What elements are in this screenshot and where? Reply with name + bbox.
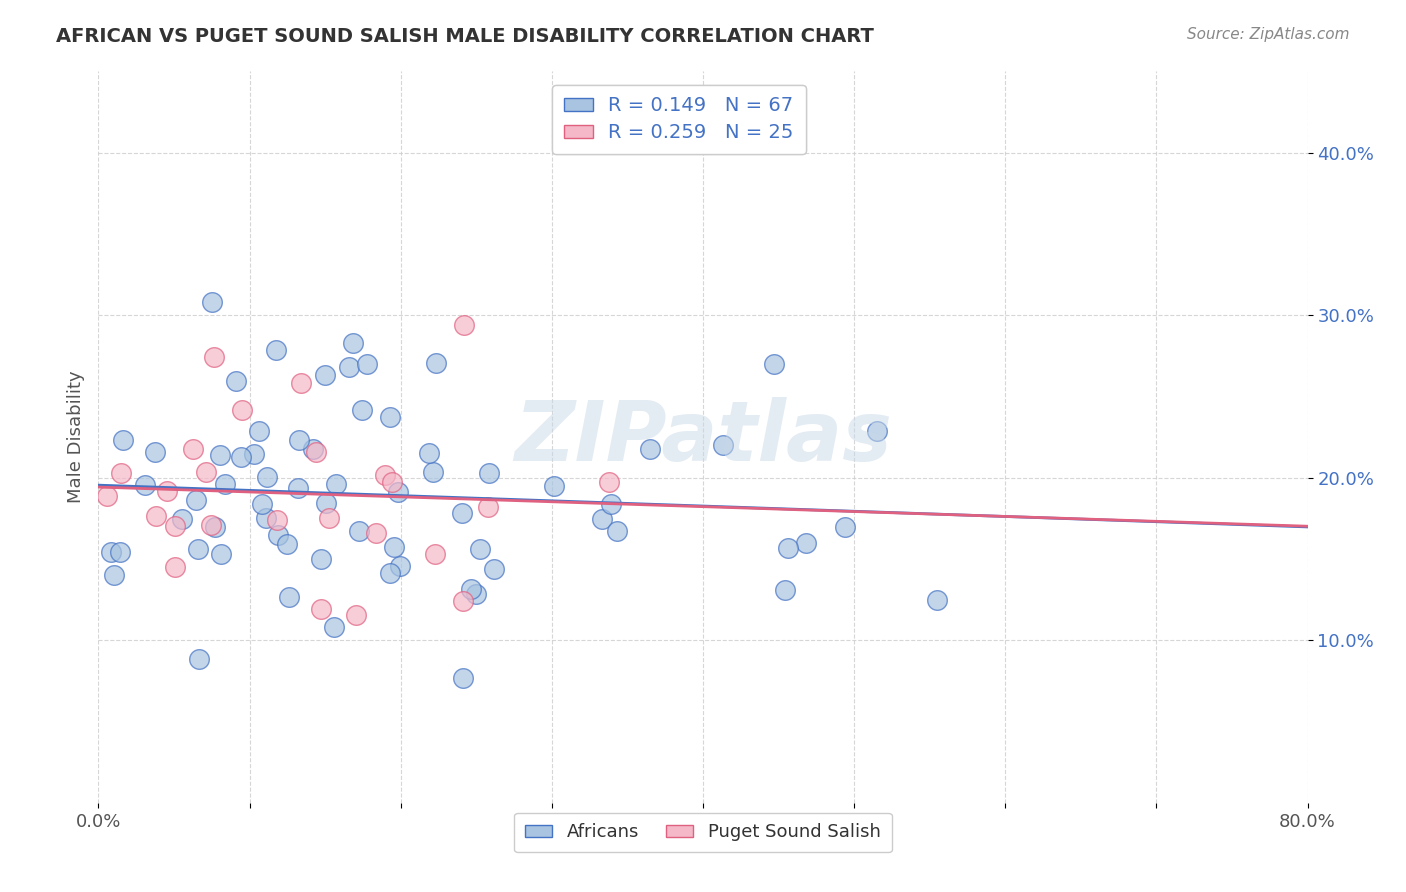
Point: [484, 562, 506, 576]
Point: [266, 513, 288, 527]
Point: [256, 469, 278, 483]
Point: [264, 343, 287, 358]
Text: ZIPatlas: ZIPatlas: [515, 397, 891, 477]
Point: [425, 356, 447, 370]
Point: [776, 541, 799, 556]
Point: [477, 466, 499, 480]
Point: [204, 519, 226, 533]
Point: [311, 602, 333, 616]
Point: [208, 448, 231, 462]
Point: [110, 545, 132, 559]
Point: [290, 376, 312, 390]
Point: [418, 446, 440, 460]
Point: [450, 507, 472, 521]
Point: [181, 442, 204, 457]
Point: [378, 566, 401, 580]
Point: [287, 481, 309, 495]
Point: [188, 652, 211, 666]
Point: [195, 466, 218, 480]
Point: [145, 508, 167, 523]
Point: [388, 559, 411, 574]
Point: [143, 444, 166, 458]
Point: [325, 477, 347, 491]
Point: [543, 479, 565, 493]
Point: [344, 607, 367, 622]
Point: [204, 351, 226, 365]
Point: [250, 497, 273, 511]
Point: [606, 524, 628, 538]
Point: [374, 467, 396, 482]
Point: [134, 478, 156, 492]
Point: [711, 438, 734, 452]
Point: [453, 318, 475, 332]
Point: [187, 542, 209, 557]
Point: [356, 357, 378, 371]
Text: Source: ZipAtlas.com: Source: ZipAtlas.com: [1187, 27, 1350, 42]
Point: [453, 593, 475, 607]
Point: [112, 434, 135, 448]
Point: [773, 583, 796, 598]
Point: [598, 475, 620, 489]
Point: [278, 590, 301, 604]
Point: [451, 671, 474, 685]
Point: [422, 465, 444, 479]
Legend: R = 0.149   N = 67, R = 0.259   N = 25: R = 0.149 N = 67, R = 0.259 N = 25: [553, 85, 806, 153]
Text: AFRICAN VS PUGET SOUND SALISH MALE DISABILITY CORRELATION CHART: AFRICAN VS PUGET SOUND SALISH MALE DISAB…: [56, 27, 875, 45]
Point: [209, 547, 232, 561]
Point: [200, 517, 222, 532]
Point: [477, 500, 499, 514]
Point: [364, 525, 387, 540]
Point: [866, 424, 889, 438]
Point: [163, 518, 186, 533]
Point: [468, 542, 491, 557]
Point: [381, 475, 404, 490]
Point: [100, 545, 122, 559]
Point: [763, 358, 786, 372]
Point: [165, 560, 187, 574]
Point: [380, 409, 402, 424]
Point: [243, 447, 266, 461]
Point: [267, 527, 290, 541]
Point: [425, 547, 447, 561]
Point: [309, 552, 332, 566]
Point: [103, 568, 125, 582]
Point: [214, 476, 236, 491]
Point: [337, 360, 360, 375]
Point: [460, 582, 482, 596]
Point: [591, 512, 613, 526]
Y-axis label: Male Disability: Male Disability: [66, 371, 84, 503]
Point: [599, 497, 621, 511]
Point: [225, 374, 247, 388]
Point: [465, 587, 488, 601]
Point: [172, 512, 194, 526]
Point: [301, 442, 323, 456]
Point: [352, 402, 374, 417]
Point: [314, 368, 336, 382]
Point: [276, 537, 298, 551]
Point: [231, 403, 253, 417]
Point: [96, 490, 118, 504]
Point: [323, 620, 346, 634]
Point: [638, 442, 661, 456]
Point: [834, 520, 856, 534]
Point: [382, 541, 405, 555]
Point: [110, 466, 132, 480]
Point: [925, 592, 948, 607]
Point: [794, 535, 817, 549]
Point: [229, 450, 252, 464]
Point: [186, 493, 208, 508]
Point: [315, 496, 337, 510]
Point: [254, 510, 277, 524]
Point: [347, 524, 370, 538]
Point: [342, 336, 364, 351]
Point: [247, 424, 270, 438]
Point: [387, 484, 409, 499]
Point: [318, 511, 340, 525]
Point: [156, 484, 179, 499]
Point: [201, 294, 224, 309]
Point: [305, 445, 328, 459]
Point: [288, 433, 311, 447]
